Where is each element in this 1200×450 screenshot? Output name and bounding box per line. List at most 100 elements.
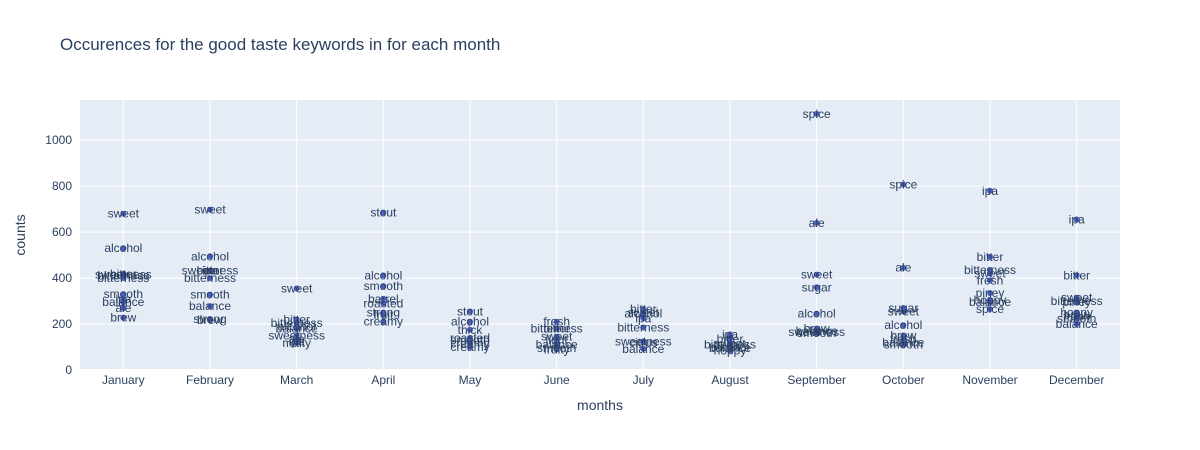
data-label: bitterness — [271, 316, 323, 330]
data-label: balance — [622, 342, 664, 356]
data-point[interactable] — [120, 314, 127, 321]
data-label: bitterness — [97, 271, 149, 285]
data-point[interactable] — [813, 310, 820, 317]
data-point[interactable] — [380, 283, 387, 290]
data-point[interactable] — [900, 322, 907, 329]
data-point[interactable] — [553, 325, 560, 332]
data-label: balance — [102, 295, 144, 309]
data-label: smooth — [190, 288, 229, 302]
data-point[interactable] — [987, 306, 993, 313]
x-tick-label: September — [787, 373, 846, 387]
data-point[interactable] — [987, 277, 993, 284]
data-point[interactable] — [553, 337, 560, 344]
data-label: thick — [458, 323, 484, 337]
data-point[interactable] — [207, 303, 213, 310]
x-tick-label: April — [371, 373, 395, 387]
data-point[interactable] — [987, 299, 993, 306]
data-point[interactable] — [727, 331, 733, 338]
y-tick-label: 0 — [65, 363, 72, 377]
data-point[interactable] — [293, 285, 300, 292]
data-point[interactable] — [1073, 216, 1080, 223]
data-point[interactable] — [813, 284, 820, 291]
data-point[interactable] — [640, 324, 647, 331]
data-label: bitter — [977, 250, 1004, 264]
data-label: balance — [969, 295, 1011, 309]
data-point[interactable] — [207, 316, 213, 323]
data-point[interactable] — [813, 110, 820, 117]
data-label: ipa — [722, 327, 738, 341]
data-point[interactable] — [120, 245, 127, 252]
data-label: alcohol — [624, 307, 662, 321]
data-point[interactable] — [813, 219, 820, 226]
data-point[interactable] — [380, 295, 387, 302]
data-point[interactable] — [207, 291, 213, 298]
data-point[interactable] — [380, 272, 387, 279]
data-point[interactable] — [1073, 299, 1080, 306]
data-point[interactable] — [120, 304, 127, 311]
data-label: sweetness — [788, 325, 845, 339]
data-label: roasted — [363, 296, 403, 310]
data-point[interactable] — [467, 318, 473, 325]
data-label: brew — [110, 311, 136, 325]
data-label: brew — [1064, 308, 1090, 322]
data-point[interactable] — [987, 290, 993, 297]
data-point[interactable] — [900, 181, 907, 188]
data-label: sweet — [541, 330, 573, 344]
y-tick-label: 200 — [52, 317, 72, 331]
data-point[interactable] — [727, 347, 733, 354]
data-point[interactable] — [467, 308, 473, 315]
data-point[interactable] — [120, 291, 127, 298]
data-point[interactable] — [467, 344, 473, 351]
data-point[interactable] — [1073, 321, 1080, 328]
data-point[interactable] — [120, 299, 127, 306]
data-label: bitterness — [964, 263, 1016, 277]
data-point[interactable] — [640, 315, 647, 322]
data-point[interactable] — [640, 310, 647, 317]
data-point[interactable] — [640, 339, 647, 346]
data-label: light — [546, 333, 569, 347]
data-point[interactable] — [207, 275, 213, 282]
data-point[interactable] — [380, 318, 387, 325]
data-point[interactable] — [380, 209, 387, 216]
data-point[interactable] — [380, 300, 387, 307]
data-label: sugar — [802, 280, 832, 294]
data-point[interactable] — [640, 345, 647, 352]
data-label: ipa — [289, 334, 305, 348]
data-label: barrel — [368, 292, 399, 306]
data-label: sweet — [281, 281, 313, 295]
data-point[interactable] — [553, 318, 560, 325]
data-point[interactable] — [813, 330, 820, 337]
data-point[interactable] — [1073, 272, 1080, 279]
data-point[interactable] — [987, 187, 993, 194]
x-tick-label: October — [882, 373, 925, 387]
gridlines — [80, 100, 1120, 371]
data-point[interactable] — [900, 308, 907, 315]
data-point[interactable] — [987, 270, 993, 277]
data-point[interactable] — [293, 339, 300, 346]
data-label: sweet — [888, 304, 920, 318]
x-tick-label: May — [459, 373, 482, 387]
data-point[interactable] — [1073, 315, 1080, 322]
data-label: ipa — [635, 311, 651, 325]
data-label: smooth — [537, 341, 576, 355]
data-point[interactable] — [900, 341, 907, 348]
y-tick-label: 1000 — [45, 133, 72, 147]
data-point[interactable] — [813, 271, 820, 278]
data-point[interactable] — [467, 326, 473, 333]
data-point[interactable] — [207, 253, 213, 260]
data-point[interactable] — [293, 325, 300, 332]
data-label: balance — [882, 335, 924, 349]
data-point[interactable] — [120, 210, 127, 217]
data-label: ipa — [115, 292, 131, 306]
data-point[interactable] — [727, 335, 733, 342]
data-label: fresh — [543, 315, 570, 329]
data-point[interactable] — [207, 206, 213, 213]
y-tick-label: 600 — [52, 225, 72, 239]
data-point[interactable] — [987, 253, 993, 260]
data-point[interactable] — [553, 346, 560, 353]
data-point[interactable] — [900, 264, 907, 271]
data-point[interactable] — [120, 275, 127, 282]
data-label: bitter — [717, 332, 744, 346]
data-point[interactable] — [380, 311, 387, 318]
data-point[interactable] — [207, 267, 213, 274]
